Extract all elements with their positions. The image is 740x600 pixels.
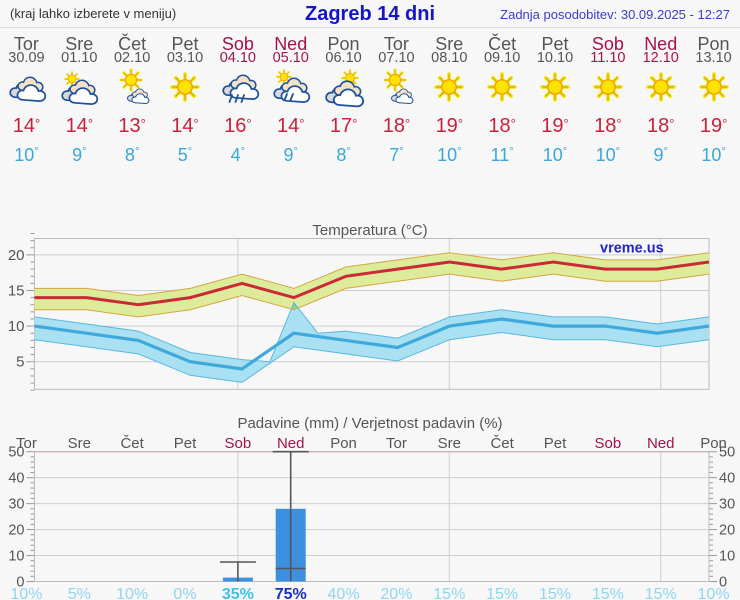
svg-text:vreme.us: vreme.us (600, 241, 664, 257)
svg-text:20: 20 (8, 523, 24, 539)
svg-text:15: 15 (8, 283, 25, 300)
svg-text:40: 40 (8, 471, 24, 487)
svg-text:50: 50 (8, 445, 24, 461)
svg-text:10: 10 (8, 318, 25, 335)
svg-text:0: 0 (16, 575, 24, 591)
svg-text:20: 20 (719, 523, 735, 539)
svg-text:5: 5 (16, 354, 24, 371)
svg-text:10: 10 (719, 549, 735, 565)
svg-text:20: 20 (8, 247, 25, 264)
svg-text:30: 30 (8, 497, 24, 513)
svg-text:0: 0 (719, 575, 727, 591)
svg-text:10: 10 (8, 549, 24, 565)
svg-text:30: 30 (719, 497, 735, 513)
svg-text:50: 50 (719, 445, 735, 461)
svg-text:40: 40 (719, 471, 735, 487)
